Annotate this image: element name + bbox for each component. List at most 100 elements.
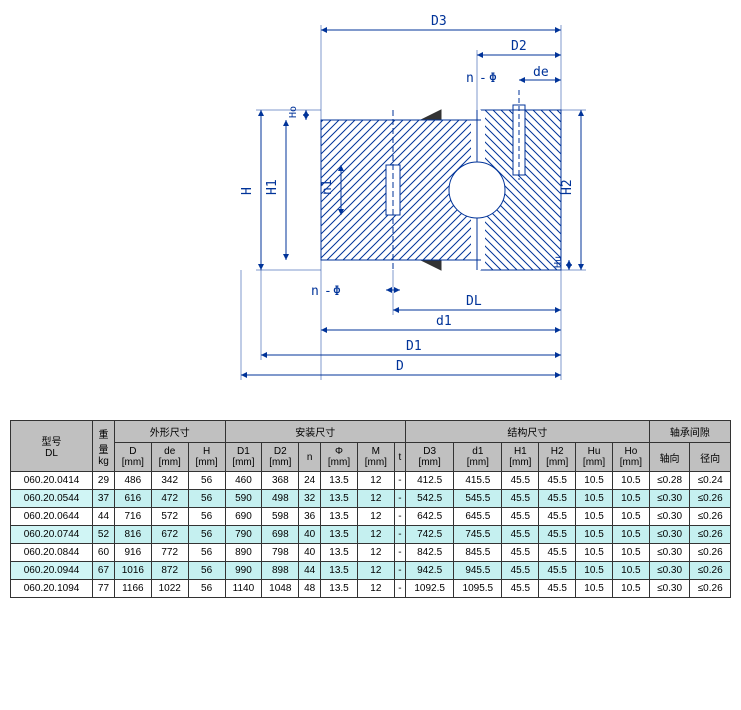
cell-ra: ≤0.26 bbox=[690, 526, 731, 544]
cell-D: 716 bbox=[114, 508, 151, 526]
dim-H1: H1 bbox=[265, 179, 280, 195]
hdr-d1: d1 [mm] bbox=[454, 443, 502, 472]
cell-H1: 45.5 bbox=[502, 526, 539, 544]
hdr-install: 安装尺寸 bbox=[225, 421, 406, 443]
hdr-de: de [mm] bbox=[151, 443, 188, 472]
cell-H2: 45.5 bbox=[539, 580, 576, 598]
dim-de: de bbox=[533, 65, 549, 80]
svg-text:-: - bbox=[324, 284, 332, 299]
hdr-Hu: Hu [mm] bbox=[576, 443, 613, 472]
dim-d1: d1 bbox=[436, 314, 452, 329]
cell-Ho: 10.5 bbox=[612, 544, 649, 562]
cell-n: 36 bbox=[299, 508, 321, 526]
cell-ax: ≤0.30 bbox=[649, 490, 690, 508]
cell-D: 486 bbox=[114, 472, 151, 490]
cell-Hu: 10.5 bbox=[576, 562, 613, 580]
cell-H1: 45.5 bbox=[502, 508, 539, 526]
cell-Ho: 10.5 bbox=[612, 526, 649, 544]
cell-d1: 945.5 bbox=[454, 562, 502, 580]
cell-H2: 45.5 bbox=[539, 490, 576, 508]
hdr-clearance: 轴承间隙 bbox=[649, 421, 730, 443]
cell-phi: 13.5 bbox=[321, 490, 358, 508]
dim-phi-top: Φ bbox=[489, 71, 497, 86]
cell-d1: 845.5 bbox=[454, 544, 502, 562]
dim-n-top: n bbox=[466, 71, 474, 86]
cell-Ho: 10.5 bbox=[612, 508, 649, 526]
cell-d1: 645.5 bbox=[454, 508, 502, 526]
cell-M: 12 bbox=[357, 508, 394, 526]
cell-H: 56 bbox=[188, 544, 225, 562]
cell-ax: ≤0.30 bbox=[649, 508, 690, 526]
hdr-D2: D2 [mm] bbox=[262, 443, 299, 472]
cell-ax: ≤0.30 bbox=[649, 544, 690, 562]
hdr-H: H [mm] bbox=[188, 443, 225, 472]
cell-n: 44 bbox=[299, 562, 321, 580]
cell-ra: ≤0.26 bbox=[690, 544, 731, 562]
cell-t: - bbox=[394, 544, 405, 562]
cell-Hu: 10.5 bbox=[576, 508, 613, 526]
hdr-model: 型号 DL bbox=[11, 421, 93, 472]
cell-D1: 460 bbox=[225, 472, 262, 490]
cell-Hu: 10.5 bbox=[576, 472, 613, 490]
cell-H: 56 bbox=[188, 508, 225, 526]
cell-model: 060.20.1094 bbox=[11, 580, 93, 598]
hdr-H1: H1 [mm] bbox=[502, 443, 539, 472]
cell-H2: 45.5 bbox=[539, 562, 576, 580]
cell-D2: 368 bbox=[262, 472, 299, 490]
cell-d1: 745.5 bbox=[454, 526, 502, 544]
cell-phi: 13.5 bbox=[321, 544, 358, 562]
cell-d1: 415.5 bbox=[454, 472, 502, 490]
table-row: 060.20.074452816672567906984013.512-742.… bbox=[11, 526, 731, 544]
dim-D: D bbox=[396, 359, 404, 374]
cell-H1: 45.5 bbox=[502, 562, 539, 580]
cell-wt: 67 bbox=[93, 562, 115, 580]
cell-Hu: 10.5 bbox=[576, 580, 613, 598]
cell-Ho: 10.5 bbox=[612, 562, 649, 580]
cell-D2: 498 bbox=[262, 490, 299, 508]
cell-t: - bbox=[394, 526, 405, 544]
cell-M: 12 bbox=[357, 580, 394, 598]
cell-n: 24 bbox=[299, 472, 321, 490]
cell-t: - bbox=[394, 490, 405, 508]
cell-wt: 77 bbox=[93, 580, 115, 598]
cell-de: 572 bbox=[151, 508, 188, 526]
cell-M: 12 bbox=[357, 526, 394, 544]
hdr-D1: D1 [mm] bbox=[225, 443, 262, 472]
cell-D1: 590 bbox=[225, 490, 262, 508]
dim-D3: D3 bbox=[431, 14, 447, 29]
dim-D1: D1 bbox=[406, 339, 422, 354]
cell-phi: 13.5 bbox=[321, 508, 358, 526]
cell-de: 472 bbox=[151, 490, 188, 508]
cell-D1: 790 bbox=[225, 526, 262, 544]
hdr-Ho: Ho [mm] bbox=[612, 443, 649, 472]
cell-D3: 542.5 bbox=[406, 490, 454, 508]
dim-n-bot: n bbox=[311, 284, 319, 299]
cell-t: - bbox=[394, 580, 405, 598]
cell-M: 12 bbox=[357, 544, 394, 562]
cell-D: 816 bbox=[114, 526, 151, 544]
table-row: 060.20.0944671016872569908984413.512-942… bbox=[11, 562, 731, 580]
cell-t: - bbox=[394, 562, 405, 580]
cell-D1: 890 bbox=[225, 544, 262, 562]
cell-model: 060.20.0544 bbox=[11, 490, 93, 508]
dim-H: H bbox=[240, 187, 255, 195]
cell-H1: 45.5 bbox=[502, 490, 539, 508]
cell-D1: 1140 bbox=[225, 580, 262, 598]
dim-Hu: Hu bbox=[553, 256, 564, 268]
cell-H2: 45.5 bbox=[539, 526, 576, 544]
cell-de: 672 bbox=[151, 526, 188, 544]
hdr-axial: 轴向 bbox=[649, 443, 690, 472]
cell-ra: ≤0.26 bbox=[690, 562, 731, 580]
cell-de: 772 bbox=[151, 544, 188, 562]
cell-D3: 642.5 bbox=[406, 508, 454, 526]
cell-Hu: 10.5 bbox=[576, 544, 613, 562]
cell-H: 56 bbox=[188, 562, 225, 580]
hdr-t: t bbox=[394, 443, 405, 472]
cell-d1: 545.5 bbox=[454, 490, 502, 508]
cell-wt: 29 bbox=[93, 472, 115, 490]
hdr-outline: 外形尺寸 bbox=[114, 421, 225, 443]
table-row: 060.20.1094771166102256114010484813.512-… bbox=[11, 580, 731, 598]
cell-de: 342 bbox=[151, 472, 188, 490]
table-row: 060.20.041429486342564603682413.512-412.… bbox=[11, 472, 731, 490]
hdr-D: D [mm] bbox=[114, 443, 151, 472]
